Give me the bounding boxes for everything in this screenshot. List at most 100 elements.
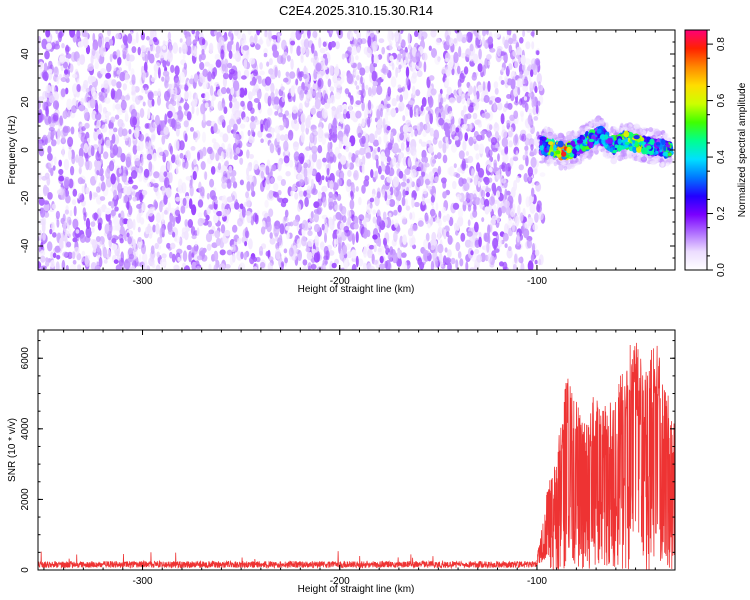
spectrogram-noise-cell — [153, 171, 160, 179]
spectrogram-noise-cell — [282, 51, 288, 59]
spectrogram-noise-cell — [443, 229, 447, 240]
spectrogram-noise-cell — [390, 76, 397, 88]
spectrogram-noise-cell — [39, 250, 46, 257]
spectrogram-noise-cell — [320, 56, 324, 61]
spectrogram-noise-cell — [153, 90, 159, 97]
spectrogram-noise-cell — [284, 209, 289, 218]
spectrogram-noise-cell — [534, 249, 540, 257]
spectrogram-noise-cell — [331, 131, 338, 143]
spectrogram-noise-cell — [277, 32, 281, 44]
spectrogram-noise-cell — [213, 264, 218, 270]
spectrogram-noise-cell — [119, 217, 124, 227]
spectrogram-noise-cell — [162, 70, 170, 77]
spectrogram-noise-cell — [347, 217, 351, 226]
spectrogram-noise-cell — [438, 140, 443, 149]
spectrogram-noise-cell — [188, 198, 193, 210]
spectrogram-noise-cell — [109, 53, 113, 63]
spectrogram-noise-cell — [499, 261, 504, 267]
spectrogram-noise-cell — [372, 259, 379, 265]
spectrogram-noise-layer — [38, 30, 546, 270]
spectrogram-noise-cell — [211, 138, 217, 144]
spectrogram-noise-cell — [81, 250, 86, 256]
spectrogram-noise-cell — [455, 127, 460, 133]
spectrogram-noise-cell — [278, 112, 284, 118]
spectrogram-noise-cell — [372, 209, 377, 215]
spectrogram-noise-cell — [204, 102, 209, 109]
spectrogram-noise-cell — [163, 171, 168, 178]
spectrogram-noise-cell — [450, 123, 456, 135]
spectrogram-noise-cell — [42, 232, 46, 241]
spectrogram-noise-cell — [118, 126, 124, 137]
spectrogram-noise-cell — [447, 167, 453, 175]
spectrogram-noise-cell — [151, 134, 156, 141]
spectrogram-noise-cell — [269, 143, 275, 154]
spectrogram-noise-cell — [257, 130, 263, 138]
spectrogram-noise-cell — [488, 124, 493, 131]
spectrogram-noise-cell — [76, 30, 81, 39]
spectrogram-noise-cell — [62, 213, 66, 224]
spectrogram-noise-cell — [243, 59, 248, 69]
spectrogram-noise-cell — [55, 40, 60, 47]
spectrogram-noise-cell — [277, 237, 282, 246]
spectrogram-noise-cell — [53, 156, 57, 166]
spectrogram-noise-cell — [69, 210, 73, 217]
spectrogram-noise-cell — [84, 122, 90, 129]
spectrogram-noise-cell — [169, 207, 175, 214]
spectrogram-noise-cell — [239, 203, 244, 210]
spectrogram-noise-cell — [110, 164, 114, 171]
spectrogram-noise-cell — [215, 237, 221, 246]
spectrogram-noise-cell — [474, 221, 479, 233]
spectrogram-noise-cell — [112, 144, 119, 156]
spectrogram-noise-cell — [208, 42, 214, 54]
spectrogram-noise-cell — [413, 192, 417, 197]
spectrogram-noise-cell — [336, 193, 342, 202]
spectrogram-noise-cell — [248, 91, 253, 101]
spectrogram-noise-cell — [180, 205, 186, 214]
spectrogram-noise-cell — [385, 244, 389, 254]
spectrogram-noise-cell — [216, 210, 223, 217]
spectrogram-noise-cell — [123, 186, 128, 196]
spectrogram-noise-cell — [349, 199, 355, 210]
spectrogram-noise-cell — [264, 199, 269, 208]
spectrogram-noise-cell — [283, 155, 290, 164]
spectrogram-noise-cell — [530, 144, 534, 151]
spectrogram-noise-cell — [85, 153, 89, 162]
spectrogram-noise-cell — [423, 239, 429, 250]
spectrogram-noise-cell — [298, 152, 305, 163]
spectrogram-noise-cell — [208, 263, 212, 270]
spectrogram-noise-cell — [428, 45, 432, 51]
spectrogram-noise-cell — [108, 38, 114, 46]
spectrogram-noise-cell — [469, 267, 476, 270]
spectrogram-noise-cell — [454, 222, 457, 232]
spectrogram-noise-cell — [223, 208, 229, 217]
spectrogram-noise-cell — [326, 167, 330, 176]
spectrogram-noise-cell — [191, 261, 197, 270]
spectrogram-noise-cell — [425, 232, 430, 242]
spectrogram-noise-cell — [265, 175, 271, 185]
spectrogram-noise-cell — [432, 258, 439, 268]
spectrogram-noise-cell — [355, 255, 359, 268]
spectrogram-noise-cell — [343, 225, 350, 233]
spectrogram-noise-cell — [457, 251, 462, 259]
spectrogram-noise-cell — [386, 156, 391, 163]
spectrogram-noise-cell — [313, 212, 319, 223]
spectrogram-noise-cell — [497, 102, 503, 111]
spectrogram-noise-cell — [96, 244, 101, 253]
spectrogram-noise-cell — [458, 118, 462, 125]
spectrogram-noise-cell — [44, 172, 50, 180]
spectrogram-noise-cell — [477, 84, 483, 93]
spectrogram-signal-cell — [608, 152, 614, 159]
spectrogram-noise-cell — [232, 181, 238, 189]
spectrogram-noise-cell — [115, 33, 122, 40]
spectrogram-noise-cell — [403, 59, 407, 66]
spectrogram-noise-cell — [294, 192, 299, 200]
spectrogram-noise-cell — [153, 63, 158, 72]
spectrogram-noise-cell — [387, 86, 392, 97]
spectrogram-noise-cell — [507, 246, 512, 252]
spectrogram-noise-cell — [311, 151, 318, 163]
spectrogram-noise-cell — [47, 145, 52, 154]
spectrogram-noise-cell — [61, 43, 65, 49]
spectrogram-noise-cell — [473, 85, 477, 97]
spectrogram-noise-cell — [289, 159, 294, 168]
spectrogram-noise-cell — [322, 41, 327, 47]
